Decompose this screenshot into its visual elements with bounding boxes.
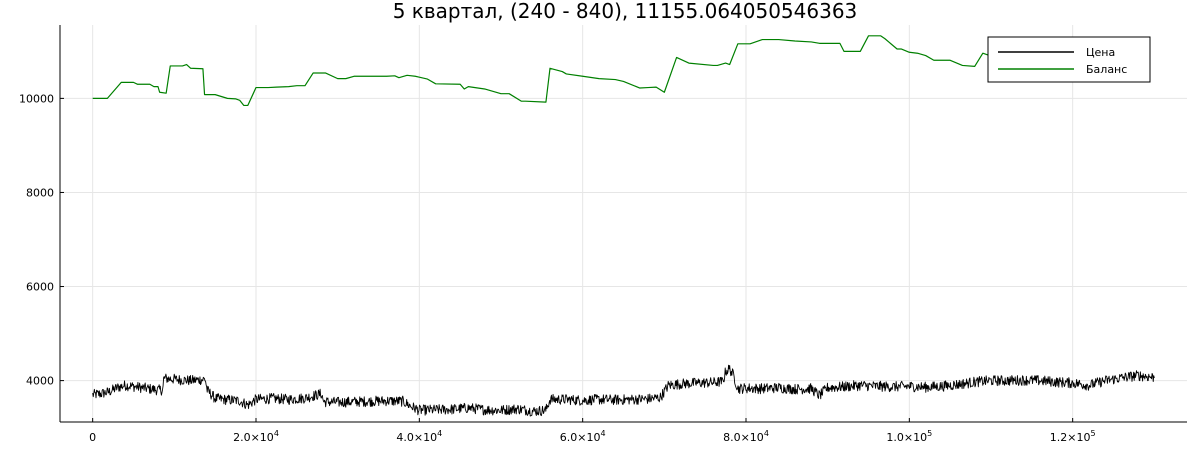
series-group <box>92 35 1155 417</box>
x-tick-label: 8.0×104 <box>723 429 769 444</box>
x-tick-exponent: 4 <box>274 429 279 438</box>
grid <box>60 25 1187 422</box>
legend: Цена Баланс <box>987 36 1151 83</box>
x-tick-label: 1.0×105 <box>886 429 932 444</box>
x-tick-exponent: 4 <box>437 429 442 438</box>
legend-label-balance: Баланс <box>1086 63 1127 76</box>
series-line-price <box>92 364 1155 417</box>
x-tick-label: 2.0×104 <box>233 429 279 444</box>
x-tick-exponent: 4 <box>600 429 605 438</box>
legend-box <box>987 36 1151 83</box>
x-tick-mantissa: 0 <box>89 431 96 444</box>
y-tick-label: 8000 <box>26 186 54 199</box>
x-tick-mantissa: 6.0×10 <box>560 431 601 444</box>
x-tick-exponent: 5 <box>927 429 932 438</box>
x-tick-mantissa: 8.0×10 <box>723 431 764 444</box>
x-tick-label: 6.0×104 <box>560 429 606 444</box>
chart-title: 5 квартал, (240 - 840), 11155.0640505463… <box>393 0 858 23</box>
x-tick-exponent: 4 <box>764 429 769 438</box>
x-tick-label: 4.0×104 <box>396 429 442 444</box>
legend-label-price: Цена <box>1086 46 1115 59</box>
x-tick-mantissa: 2.0×10 <box>233 431 274 444</box>
y-tick-label: 4000 <box>26 375 54 388</box>
x-tick-label: 1.2×105 <box>1050 429 1096 444</box>
x-tick-mantissa: 1.0×10 <box>886 431 927 444</box>
y-tick-label: 10000 <box>19 92 54 105</box>
x-tick-mantissa: 4.0×10 <box>396 431 437 444</box>
tick-labels: 0 2.0×104 4.0×104 6.0×104 8.0×104 1.0×105 1.2×… <box>19 92 1096 444</box>
x-tick-exponent: 5 <box>1090 429 1095 438</box>
x-tick-mantissa: 1.2×10 <box>1050 431 1091 444</box>
x-tick-label: 0 <box>89 431 96 444</box>
y-tick-label: 6000 <box>26 281 54 294</box>
series-line-balance <box>92 35 992 107</box>
